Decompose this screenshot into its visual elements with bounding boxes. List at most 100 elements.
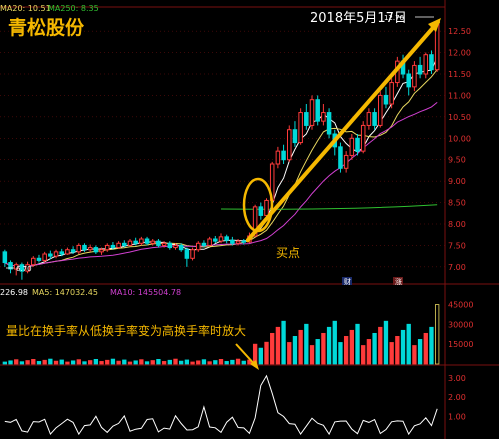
volume-bar	[42, 359, 47, 365]
candle-body	[304, 112, 309, 126]
candle-body	[122, 242, 127, 246]
volume-bars	[2, 304, 440, 365]
ma250-legend: MA250: 8.35	[48, 4, 99, 13]
volume-bar	[116, 360, 121, 365]
volume-bar	[133, 360, 138, 365]
volume-bar	[196, 360, 201, 365]
price-tick-label: 8.00	[448, 220, 466, 229]
candle-body	[264, 199, 269, 216]
candle-body	[326, 112, 332, 135]
volume-bar	[48, 358, 53, 365]
candle-body	[230, 239, 235, 244]
stock-name: 青松股份	[8, 16, 85, 39]
candle-body	[2, 251, 8, 264]
volume-bar	[65, 361, 70, 365]
volume-bar	[326, 326, 332, 365]
volume-bar	[406, 323, 411, 365]
volume-bar	[315, 339, 320, 365]
candle-body	[281, 150, 286, 161]
volume-bar	[264, 341, 269, 365]
candle-body	[366, 112, 372, 126]
volume-bar	[53, 360, 59, 365]
volume-bar	[304, 323, 309, 365]
volume-bar	[395, 336, 400, 365]
indicator-tick-label: 2.00	[448, 393, 466, 402]
volume-bar	[167, 359, 172, 365]
candle-body	[423, 54, 429, 75]
candle-body	[286, 129, 292, 161]
volume-bar	[36, 361, 42, 365]
volume-bar	[230, 359, 235, 365]
candle-body	[321, 112, 326, 122]
volume-bar	[298, 329, 303, 365]
volume-bar	[25, 360, 30, 365]
volume-bar	[400, 329, 406, 365]
volume-bar	[258, 347, 263, 365]
candle-body	[355, 137, 360, 152]
price-tick-label: 11.00	[448, 91, 471, 100]
volume-bar	[224, 361, 229, 365]
volume-bar	[423, 332, 428, 365]
price-tick-label: 7.50	[448, 241, 466, 250]
candle-body	[133, 240, 138, 244]
price-tick-label: 8.50	[448, 199, 466, 208]
candle-body	[343, 154, 349, 169]
candle-body	[87, 247, 93, 251]
candle-body	[349, 137, 355, 156]
candle-body	[99, 249, 104, 253]
volume-bar	[201, 359, 207, 365]
trend-arrow-head	[428, 18, 441, 32]
volume-tick-label: 15000	[448, 340, 473, 349]
candle-body	[59, 251, 64, 255]
price-tick-label: 9.50	[448, 156, 466, 165]
volume-bar	[378, 326, 383, 365]
rise-badge	[393, 277, 403, 285]
volume-bar	[417, 339, 423, 365]
volume-bar	[2, 361, 8, 365]
candle-body	[184, 249, 190, 259]
volume-value-legend: 226.98	[0, 288, 28, 297]
volume-bar	[355, 323, 360, 365]
candle-body	[31, 257, 36, 266]
indicator-tick-label: 1.00	[448, 413, 466, 422]
candle-body	[412, 64, 417, 88]
volume-bar	[70, 360, 76, 365]
volume-tick-label: 45000	[448, 301, 473, 310]
volume-bar	[281, 320, 286, 365]
candle-body	[36, 257, 42, 261]
candle-body	[150, 240, 156, 244]
candle-body	[8, 262, 13, 270]
candle-body	[258, 206, 264, 216]
volume-bar	[309, 345, 315, 365]
volume-bar	[338, 342, 343, 365]
candle-body	[178, 244, 184, 251]
candle-body	[144, 238, 150, 244]
buy-point-circle	[242, 177, 274, 233]
candle-body	[309, 99, 315, 126]
vol-ma5-legend: MA5: 147032.45	[32, 288, 98, 297]
volume-bar	[82, 361, 87, 365]
candle-body	[161, 242, 167, 246]
candle-body	[292, 129, 298, 144]
candle-body	[241, 240, 247, 243]
volume-bar	[88, 360, 93, 365]
price-tick-label: 12.50	[448, 27, 471, 36]
volume-bar	[372, 332, 377, 365]
volume-bar	[139, 359, 144, 365]
candle-body	[315, 99, 320, 122]
candle-body	[48, 253, 53, 257]
volume-bar	[429, 326, 434, 365]
volume-bar	[292, 336, 298, 365]
ma250-line	[220, 204, 438, 210]
candle-body	[93, 247, 99, 253]
volume-bar	[93, 359, 99, 365]
volume-bar	[383, 320, 389, 365]
candle-body	[224, 236, 229, 241]
volume-bar	[110, 358, 116, 365]
volume-bar	[179, 360, 184, 365]
candle-body	[389, 82, 394, 105]
candle-body	[13, 264, 19, 270]
candle-body	[42, 253, 47, 261]
